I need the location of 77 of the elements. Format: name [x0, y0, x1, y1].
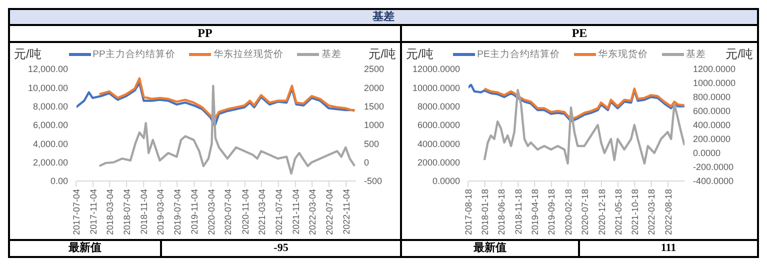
y2-tick-label: 1500	[364, 102, 384, 112]
y-tick-label: 12000.0000	[412, 64, 460, 74]
x-tick-label: 2021-10-18	[630, 189, 640, 236]
y-tick-label: 4000.0000	[417, 138, 460, 149]
y-axis-title: 元/吨	[14, 46, 42, 62]
x-tick-label: 2019-03-04	[156, 189, 166, 236]
y2-tick-label: 1000.0000	[693, 78, 736, 88]
y2-tick-label: -400.0000	[693, 176, 734, 186]
legend-label: PE主力合约结算价	[477, 48, 560, 60]
x-tick-label: 2020-02-18	[564, 189, 574, 236]
x-tick-label: 2020-11-04	[240, 189, 250, 234]
y-tick-label: 0.0000	[432, 176, 460, 186]
text: 基差	[10, 10, 757, 26]
legend-label: 基差	[321, 48, 342, 60]
y2-tick-label: 500	[364, 138, 380, 149]
x-tick-label: 2019-11-04	[190, 189, 200, 234]
y2-tick-label: 200.0000	[693, 134, 731, 144]
y-axis-title: 元/吨	[406, 46, 434, 62]
y-tick-label: 6000.0000	[417, 120, 460, 130]
legend-label: 华东拉丝现货价	[213, 48, 284, 60]
y2-tick-label: 2000	[364, 82, 384, 93]
x-tick-label: 2019-07-04	[172, 189, 183, 236]
x-tick-label: 2022-08-18	[663, 189, 674, 236]
x-tick-label: 2017-11-04	[88, 189, 98, 234]
x-tick-label: 2022-11-04	[341, 189, 352, 234]
legend-label: PP主力合约结算价	[92, 48, 176, 60]
y2-tick-label: 600.0000	[693, 106, 731, 116]
chart-title: PP	[10, 26, 400, 43]
y2-axis-title: 元/吨	[726, 46, 753, 62]
x-tick-label: 2021-05-18	[613, 189, 624, 236]
x-tick-label: 2020-12-18	[596, 189, 607, 236]
y-tick-label: 6,000.00	[32, 120, 68, 130]
text: 最新值	[402, 241, 580, 256]
y-tick-label: 8000.0000	[417, 102, 460, 112]
x-tick-label: 2022-03-18	[646, 189, 657, 236]
legend-label: 华东现货价	[598, 48, 648, 60]
y-tick-label: 12,000.00	[28, 64, 68, 74]
x-tick-label: 2022-07-04	[324, 189, 334, 236]
y2-tick-label: -200.0000	[693, 162, 734, 172]
x-tick-label: 2018-11-04	[139, 189, 149, 234]
text: 最新值	[10, 241, 162, 256]
y2-tick-label: 400.0000	[693, 120, 731, 130]
y-tick-label: 10000.0000	[412, 82, 460, 93]
x-tick-label: 2020-07-04	[223, 189, 234, 236]
x-tick-label: 2017-07-04	[71, 189, 82, 236]
x-tick-label: 2018-06-18	[496, 189, 507, 236]
y-tick-label: 4,000.00	[32, 138, 68, 149]
y-tick-label: 10,000.00	[28, 82, 68, 93]
x-tick-label: 2021-11-04	[290, 189, 301, 234]
y-tick-label: 8,000.00	[32, 102, 68, 112]
y-tick-label: 2000.0000	[417, 158, 460, 168]
text: 111	[660, 241, 678, 256]
x-tick-label: 2020-03-04	[206, 189, 216, 236]
y2-tick-label: 2500	[364, 64, 384, 74]
x-tick-label: 2018-07-04	[122, 189, 132, 236]
y2-tick-label: 0.0000	[693, 148, 721, 158]
x-tick-label: 2018-11-18	[513, 189, 524, 234]
x-tick-label: 2021-03-04	[256, 189, 267, 236]
x-tick-label: 2018-01-18	[480, 189, 490, 236]
x-tick-label: 2021-07-04	[274, 189, 284, 236]
y-tick-label: 2,000.00	[32, 158, 68, 168]
x-tick-label: 2019-09-18	[546, 189, 557, 236]
y2-tick-label: 1200.0000	[693, 64, 736, 74]
x-tick-label: 2020-07-18	[580, 189, 590, 236]
x-tick-label: 2019-04-18	[530, 189, 540, 236]
y-tick-label: 0.00	[50, 176, 68, 186]
x-tick-label: 2018-03-04	[105, 189, 116, 236]
text: -95	[272, 241, 290, 256]
y2-axis-title: 元/吨	[368, 46, 396, 62]
legend-label: 基差	[686, 48, 706, 60]
y2-tick-label: 1000	[364, 120, 384, 130]
chart-title: PE	[402, 26, 757, 43]
x-tick-label: 2017-08-18	[463, 189, 474, 236]
y2-tick-label: 800.0000	[693, 92, 731, 102]
y2-tick-label: 0	[364, 158, 370, 168]
x-tick-label: 2022-03-04	[307, 189, 318, 236]
y2-tick-label: -500	[364, 176, 382, 186]
